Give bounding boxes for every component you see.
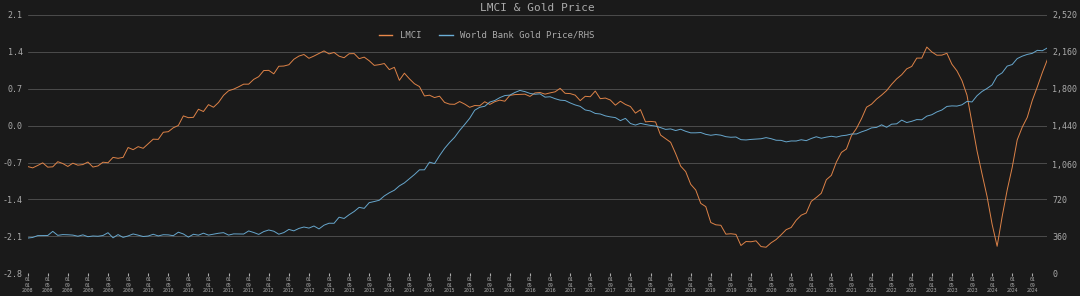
Title: LMCI & Gold Price: LMCI & Gold Price (481, 3, 595, 13)
Legend: LMCI, World Bank Gold Price/RHS: LMCI, World Bank Gold Price/RHS (375, 27, 598, 44)
